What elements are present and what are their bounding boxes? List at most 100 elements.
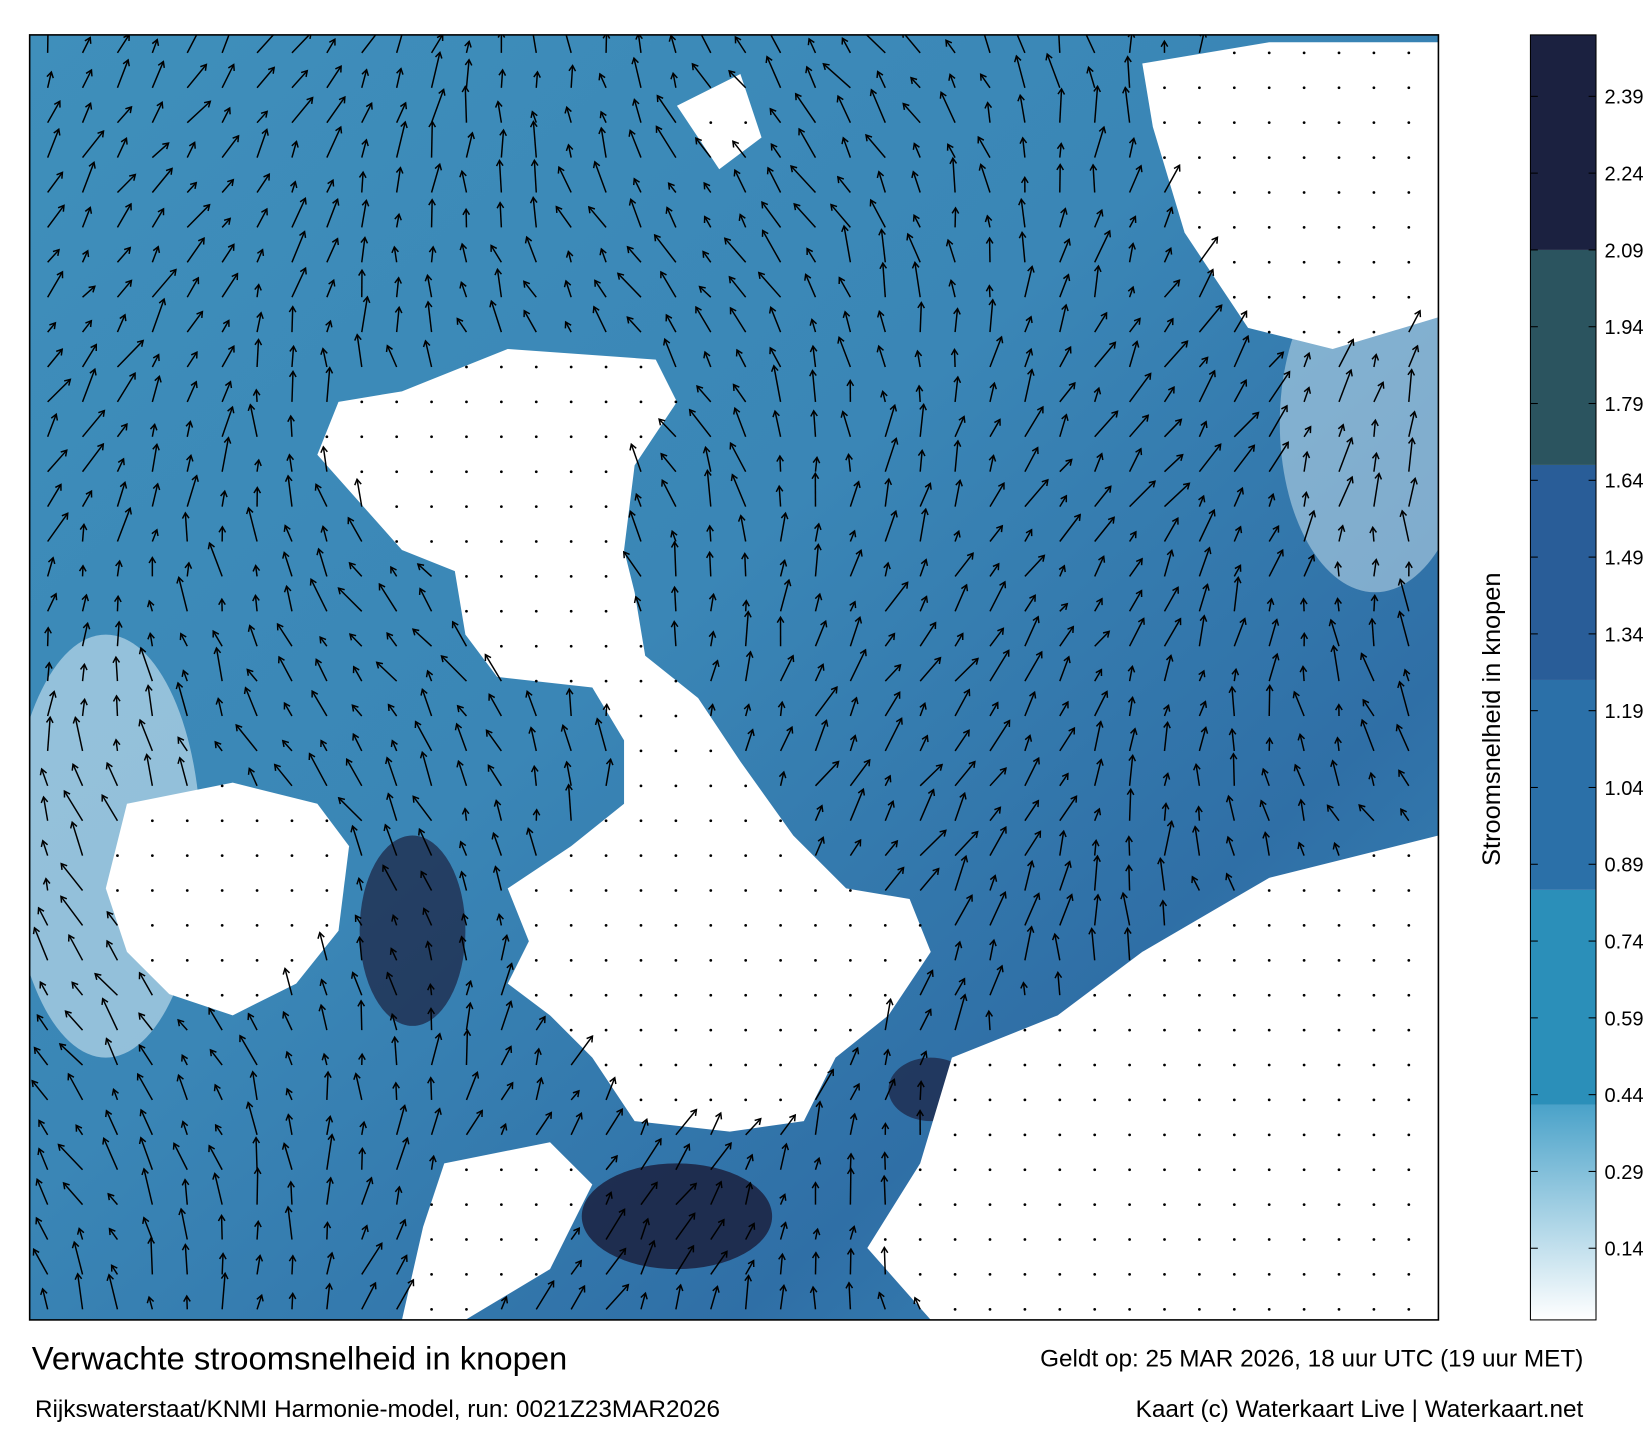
- current-arrow: [744, 729, 754, 752]
- arrow-head: [382, 864, 389, 872]
- current-arrow: [1268, 371, 1291, 403]
- arrow-head: [252, 388, 261, 396]
- grid-dot: [1023, 1168, 1027, 1172]
- current-arrow: [421, 689, 433, 717]
- current-arrow: [954, 729, 970, 752]
- arrow-head: [779, 1284, 788, 1292]
- current-arrow: [954, 831, 979, 857]
- arrow-head: [49, 321, 57, 330]
- current-arrow: [395, 1219, 406, 1240]
- arrow-head: [822, 62, 830, 71]
- grid-dot: [465, 505, 468, 508]
- current-arrow: [249, 625, 258, 647]
- arrow-head: [880, 1151, 889, 1159]
- arrow-head: [71, 981, 79, 989]
- grid-dot: [1163, 1168, 1166, 1172]
- arrow-head: [602, 703, 611, 711]
- current-arrow: [953, 349, 956, 368]
- current-arrow: [1197, 806, 1201, 821]
- current-arrow: [1163, 482, 1190, 508]
- grid-dot: [569, 505, 573, 508]
- arrow-head: [1020, 981, 1028, 989]
- current-arrow: [110, 1264, 119, 1275]
- arrow-head: [1057, 87, 1066, 95]
- arrow-head: [361, 138, 369, 147]
- grid-dot: [639, 819, 643, 823]
- grid-dot: [1302, 1307, 1306, 1311]
- current-arrow: [640, 1292, 647, 1310]
- current-arrow: [393, 246, 398, 263]
- current-arrow: [734, 36, 747, 54]
- arrow-head: [287, 414, 295, 423]
- arrow-head: [55, 348, 64, 356]
- current-arrow: [60, 895, 84, 926]
- grid-dot: [1058, 1238, 1062, 1241]
- arrow-head: [1096, 452, 1104, 461]
- current-arrow: [744, 611, 749, 647]
- arrow-head: [497, 34, 506, 38]
- current-arrow: [565, 34, 572, 54]
- grid-dot: [1337, 1098, 1341, 1102]
- current-arrow: [440, 655, 467, 682]
- current-arrow: [1268, 685, 1271, 717]
- grid-dot: [1198, 1238, 1201, 1241]
- arrow-head: [391, 1035, 399, 1044]
- current-arrow: [724, 237, 747, 263]
- grid-dot: [1232, 86, 1236, 90]
- arrow-head: [434, 1107, 442, 1116]
- grid-dot: [1058, 1273, 1062, 1276]
- arrow-head: [62, 1181, 70, 1190]
- current-arrow: [462, 914, 468, 926]
- current-arrow: [500, 1123, 507, 1136]
- arrow-head: [522, 280, 531, 288]
- current-arrow: [47, 378, 71, 403]
- arrow-head: [1018, 197, 1026, 206]
- arrow-head: [1135, 164, 1143, 173]
- current-arrow: [285, 586, 293, 612]
- current-arrow: [654, 234, 677, 263]
- current-arrow: [1303, 554, 1315, 577]
- arrow-head: [854, 615, 863, 624]
- grid-dot: [1058, 1028, 1062, 1032]
- grid-dot: [499, 1238, 503, 1241]
- current-arrow: [526, 691, 537, 717]
- arrow-head: [994, 418, 1001, 426]
- current-arrow: [430, 121, 434, 158]
- arrow-head: [1395, 723, 1403, 732]
- grid-dot: [1232, 1238, 1236, 1241]
- arrow-head: [776, 454, 785, 462]
- current-arrow: [1373, 473, 1380, 507]
- grid-dot: [1232, 1098, 1236, 1102]
- arrow-head: [1214, 443, 1222, 451]
- grid-dot: [744, 924, 748, 927]
- arrow-head: [254, 283, 262, 291]
- current-arrow: [177, 737, 188, 752]
- arrow-head: [1061, 303, 1069, 312]
- current-arrow: [710, 660, 719, 682]
- arrow-head: [841, 136, 849, 145]
- current-arrow: [326, 238, 339, 263]
- current-arrow: [884, 718, 903, 752]
- current-arrow: [39, 981, 49, 996]
- arrow-head: [884, 477, 893, 486]
- arrow-head: [1173, 164, 1181, 172]
- arrow-head: [564, 320, 572, 329]
- current-arrow: [221, 244, 235, 263]
- grid-dot: [1267, 51, 1271, 55]
- current-arrow: [151, 483, 159, 507]
- grid-dot: [1093, 1063, 1097, 1067]
- current-arrow: [706, 470, 712, 507]
- arrow-head: [44, 661, 53, 669]
- current-arrow: [1163, 340, 1189, 368]
- current-arrow: [1024, 447, 1039, 473]
- arrow-head: [246, 668, 254, 676]
- grid-dot: [395, 470, 399, 474]
- current-arrow: [457, 760, 468, 787]
- arrow-head: [154, 374, 162, 383]
- current-arrow: [1198, 495, 1205, 507]
- current-arrow: [881, 391, 887, 403]
- current-arrow: [1303, 492, 1308, 507]
- arrow-head: [945, 39, 953, 47]
- arrow-head: [465, 979, 473, 988]
- grid-dot: [220, 784, 224, 788]
